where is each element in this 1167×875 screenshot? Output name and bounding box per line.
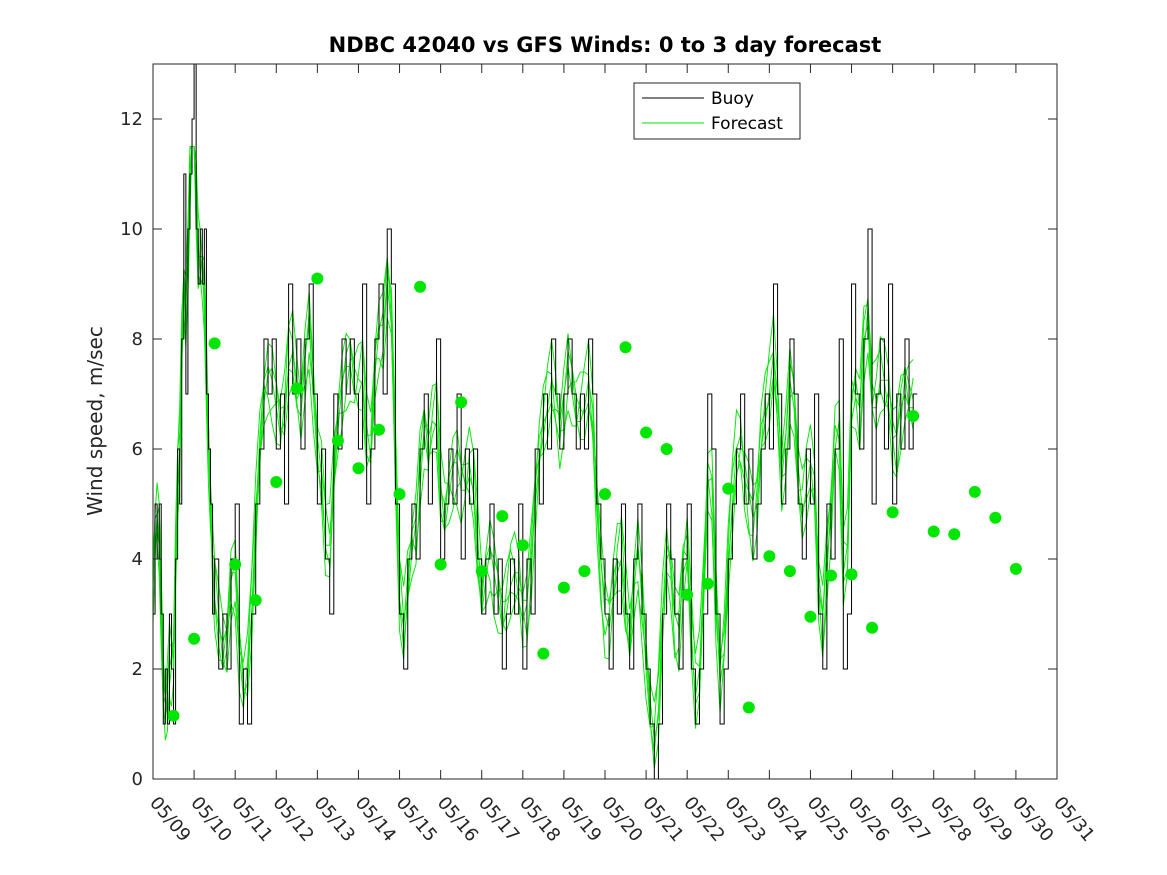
forecast-marker bbox=[640, 426, 653, 439]
forecast-markers bbox=[167, 272, 1022, 722]
forecast-marker bbox=[722, 482, 735, 495]
forecast-marker bbox=[393, 488, 406, 501]
buoy-line bbox=[153, 64, 918, 779]
forecast-marker bbox=[681, 588, 694, 601]
forecast-marker bbox=[968, 485, 981, 498]
legend: Buoy Forecast bbox=[633, 82, 801, 140]
forecast-marker bbox=[249, 594, 262, 607]
forecast-marker bbox=[331, 434, 344, 447]
y-tick-label: 10 bbox=[120, 219, 143, 240]
forecast-marker bbox=[290, 382, 303, 395]
buoy-series-line bbox=[153, 64, 918, 779]
forecast-marker bbox=[270, 476, 283, 488]
forecast-marker bbox=[948, 528, 961, 541]
forecast-marker bbox=[763, 550, 776, 563]
forecast-marker bbox=[414, 280, 427, 293]
y-tick-label: 2 bbox=[132, 659, 143, 680]
forecast-marker bbox=[578, 565, 591, 578]
forecast-marker bbox=[311, 272, 324, 285]
forecast-marker bbox=[742, 701, 755, 714]
forecast-marker bbox=[599, 488, 611, 501]
y-tick-label: 8 bbox=[132, 329, 143, 350]
forecast-marker bbox=[496, 510, 509, 523]
legend-buoy-label: Buoy bbox=[711, 89, 754, 109]
forecast-marker bbox=[927, 525, 940, 538]
y-axis: 0 2 4 6 8 10 12 bbox=[120, 109, 1057, 790]
y-tick-label: 4 bbox=[132, 549, 143, 570]
forecast-marker bbox=[229, 558, 242, 571]
y-tick-label: 0 bbox=[132, 769, 143, 790]
chart-title: NDBC 42040 vs GFS Winds: 0 to 3 day fore… bbox=[329, 33, 882, 57]
forecast-marker bbox=[208, 337, 221, 350]
forecast-marker bbox=[619, 341, 632, 354]
y-tick-label: 12 bbox=[120, 109, 143, 130]
forecast-marker bbox=[475, 565, 488, 578]
forecast-marker bbox=[188, 632, 201, 645]
forecast-marker bbox=[989, 511, 1002, 524]
forecast-marker bbox=[701, 577, 714, 590]
forecast-marker bbox=[455, 396, 468, 409]
forecast-marker bbox=[845, 568, 858, 581]
forecast-marker bbox=[886, 506, 899, 519]
legend-forecast-label: Forecast bbox=[711, 114, 783, 134]
forecast-marker bbox=[866, 621, 879, 634]
forecast-marker bbox=[167, 709, 180, 722]
y-tick-label: 6 bbox=[132, 439, 143, 460]
forecast-marker bbox=[804, 610, 817, 623]
forecast-marker bbox=[434, 558, 447, 571]
y-axis-label: Wind speed, m/sec bbox=[83, 326, 107, 516]
forecast-marker bbox=[660, 443, 673, 455]
forecast-marker bbox=[1009, 562, 1022, 575]
forecast-marker bbox=[907, 410, 920, 422]
forecast-marker bbox=[557, 581, 570, 594]
forecast-marker bbox=[373, 423, 385, 436]
forecast-marker bbox=[516, 539, 529, 552]
forecast-marker bbox=[537, 647, 550, 660]
forecast-marker bbox=[783, 565, 796, 578]
forecast-marker bbox=[352, 462, 365, 475]
legend-box bbox=[633, 82, 801, 140]
forecast-marker bbox=[825, 569, 837, 582]
